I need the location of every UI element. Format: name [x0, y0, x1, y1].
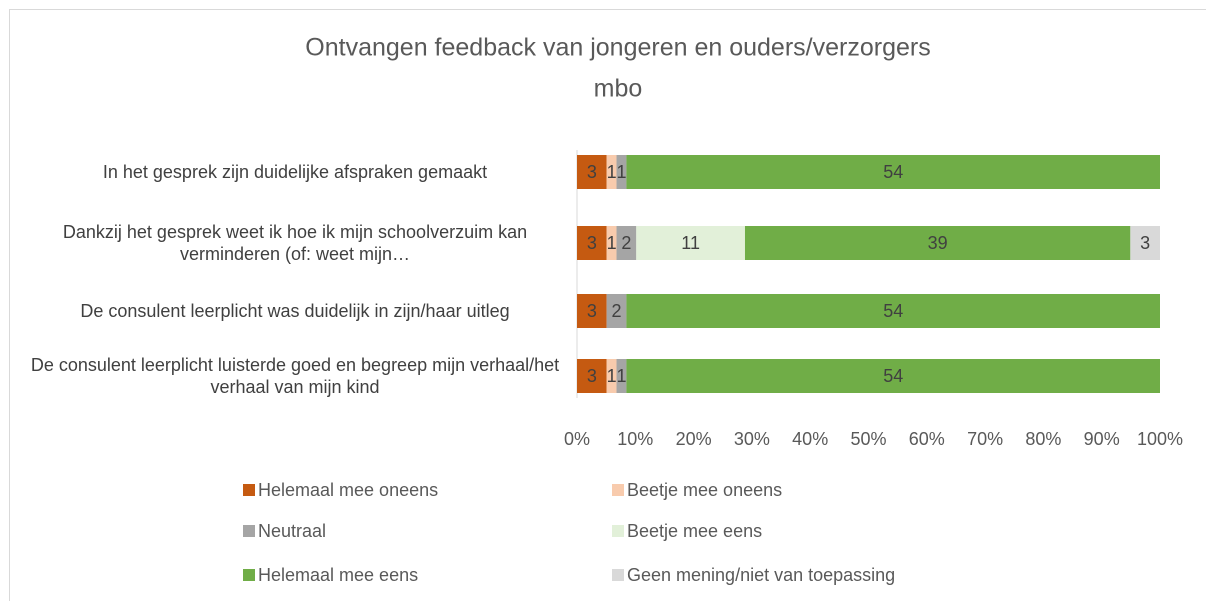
x-tick-label: 50%	[850, 429, 886, 449]
legend-swatch	[612, 484, 624, 496]
data-label: 3	[587, 301, 597, 321]
category-label: In het gesprek zijn duidelijke afspraken…	[102, 162, 488, 182]
bar-segment	[616, 359, 627, 393]
data-label: 3	[1140, 233, 1150, 253]
bar-segment	[616, 226, 637, 260]
x-tick-label: 40%	[792, 429, 828, 449]
bar-segment	[636, 226, 745, 260]
bar-segment	[744, 226, 1131, 260]
bar-segment	[626, 359, 1160, 393]
x-tick-label: 10%	[617, 429, 653, 449]
data-label: 1	[607, 366, 617, 386]
data-label: 39	[928, 233, 948, 253]
legend-swatch	[243, 484, 255, 496]
bar-segment	[606, 155, 617, 189]
data-label: 1	[616, 366, 626, 386]
legend-label: Beetje mee oneens	[627, 480, 782, 500]
category-label: De consulent leerplicht was duidelijk in…	[80, 301, 510, 321]
chart-title: mbo	[594, 75, 643, 103]
x-tick-label: 90%	[1084, 429, 1120, 449]
bar-segment	[616, 155, 627, 189]
data-label: 1	[607, 162, 617, 182]
legend-swatch	[612, 569, 624, 581]
bar-segment	[577, 155, 607, 189]
legend-swatch	[612, 525, 624, 537]
bar-segment	[626, 294, 1160, 328]
category-label: Dankzij het gesprek weet ik hoe ik mijn …	[62, 222, 528, 264]
legend-label: Helemaal mee eens	[258, 565, 418, 585]
data-label: 1	[616, 162, 626, 182]
legend-label: Geen mening/niet van toepassing	[627, 565, 895, 585]
data-label: 2	[621, 233, 631, 253]
x-tick-label: 30%	[734, 429, 770, 449]
x-tick-label: 100%	[1137, 429, 1183, 449]
x-tick-label: 70%	[967, 429, 1003, 449]
bar-segment	[606, 359, 617, 393]
x-tick-label: 0%	[564, 429, 590, 449]
data-label: 1	[607, 233, 617, 253]
bar-segment	[577, 294, 607, 328]
chart-title: Ontvangen feedback van jongeren en ouder…	[305, 34, 930, 62]
legend-label: Beetje mee eens	[627, 521, 762, 541]
chart-border	[9, 9, 1206, 601]
bar-segment	[606, 226, 617, 260]
data-label: 54	[883, 301, 903, 321]
legend-swatch	[243, 525, 255, 537]
legend-swatch	[243, 569, 255, 581]
x-tick-label: 20%	[676, 429, 712, 449]
data-label: 11	[681, 233, 700, 253]
data-label: 54	[883, 162, 903, 182]
legend-label: Helemaal mee oneens	[258, 480, 438, 500]
data-label: 2	[612, 301, 622, 321]
data-label: 54	[883, 366, 903, 386]
data-label: 3	[587, 162, 597, 182]
category-label: De consulent leerplicht luisterde goed e…	[30, 355, 560, 397]
bar-segment	[577, 359, 607, 393]
data-label: 3	[587, 366, 597, 386]
data-label: 3	[587, 233, 597, 253]
x-tick-label: 60%	[909, 429, 945, 449]
bar-segment	[1130, 226, 1160, 260]
legend-label: Neutraal	[258, 521, 326, 541]
bar-segment	[577, 226, 607, 260]
bar-segment	[626, 155, 1160, 189]
bar-segment	[606, 294, 627, 328]
x-tick-label: 80%	[1025, 429, 1061, 449]
